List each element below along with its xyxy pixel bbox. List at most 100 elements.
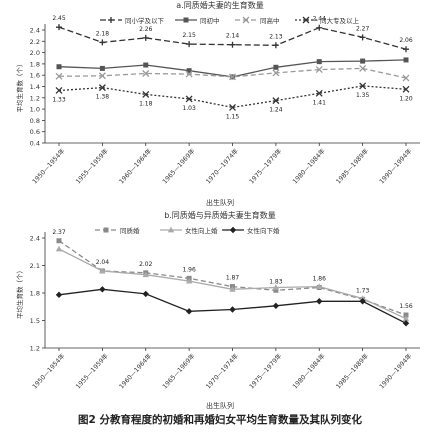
x-tick-label: 1970—1974年 (203, 351, 240, 390)
data-label: 2.13 (269, 33, 283, 40)
legend-item: 同质婚 (95, 226, 140, 235)
legend-label: 同大专及以上 (320, 16, 360, 25)
data-point (402, 315, 410, 322)
legend-marker (302, 16, 310, 24)
data-label: 2.44 (313, 16, 327, 23)
y-axis-label: 平均生育数（个） (15, 267, 24, 319)
x-axis-label: 出生队列 (206, 198, 234, 207)
legend-item: 同高中 (235, 16, 280, 25)
x-tick-label: 1985—1989年 (334, 351, 371, 390)
data-point (229, 286, 236, 292)
data-point (142, 290, 149, 298)
legend-label: 同质婚 (120, 226, 140, 235)
data-point (316, 24, 323, 31)
legend-item: 同初中 (175, 16, 220, 25)
data-point (99, 39, 106, 46)
series-line (58, 67, 407, 79)
data-point (272, 42, 279, 49)
data-point (403, 312, 409, 318)
data-point (142, 34, 149, 41)
legend-marker (167, 226, 175, 233)
data-label: 2.15 (182, 32, 196, 39)
legend-marker (103, 227, 109, 233)
data-point (402, 320, 410, 327)
data-point (185, 277, 193, 284)
data-point (272, 302, 280, 310)
legend-label: 同高中 (260, 16, 280, 25)
data-label: 1.35 (356, 92, 370, 99)
series-1: 2.45 2.18 2.26 2.15 2.14 2.13 2.44 2.27 2.06 (52, 15, 413, 53)
legend-label: 女性向上婚 (185, 226, 218, 235)
y-tick-label: 1.5 (30, 317, 40, 325)
x-tick-label: 1980—1984年 (290, 146, 327, 185)
legend-label: 同小学及以下 (125, 16, 165, 25)
legend-item: 同大专及以上 (295, 16, 360, 25)
data-point (186, 68, 192, 74)
series-3 (55, 286, 410, 327)
data-point (229, 306, 236, 313)
data-point (359, 298, 366, 305)
y-tick-label: 0.6 (30, 128, 40, 136)
data-point (229, 41, 236, 48)
y-tick-label: 2.0 (30, 49, 40, 57)
data-label: 1.86 (313, 276, 327, 283)
data-label: 1.24 (269, 107, 283, 114)
data-point (55, 86, 63, 94)
data-label: 2.04 (96, 259, 110, 266)
x-tick-label: 1975—1979年 (247, 351, 284, 390)
data-point (272, 284, 280, 290)
data-point (315, 66, 323, 74)
data-label: 2.45 (52, 15, 66, 22)
chart-title: a.同质婚夫妻的生育数量 (176, 0, 263, 10)
data-point (403, 46, 409, 53)
data-label: 2.02 (139, 261, 153, 268)
data-label: 1.33 (52, 96, 66, 103)
data-point (185, 308, 193, 315)
data-label: 1.56 (399, 303, 413, 310)
legend-item: 女性向上婚 (160, 226, 218, 235)
series-2 (55, 245, 410, 322)
y-tick-label: 1.8 (30, 290, 40, 298)
data-label: 1.73 (356, 287, 370, 294)
y-tick-label: 1.8 (30, 60, 40, 68)
data-label: 1.38 (96, 94, 110, 101)
legend-item: 女性向下婚 (222, 226, 280, 235)
y-tick-label: 1.6 (30, 72, 40, 80)
data-point (359, 82, 367, 90)
y-tick-label: 0.4 (30, 140, 40, 148)
data-point (98, 84, 106, 92)
data-point (402, 85, 410, 93)
data-point (316, 59, 322, 65)
series-1: 2.37 2.04 2.02 1.96 1.87 1.83 1.86 1.73 1.56 (52, 229, 413, 318)
data-point (315, 89, 323, 97)
data-point (143, 62, 149, 68)
x-tick-label: 1990—1994年 (377, 146, 414, 185)
legend-marker (183, 17, 189, 23)
data-point (55, 291, 63, 299)
data-point (98, 72, 106, 80)
data-point (56, 238, 62, 244)
y-tick-label: 2.4 (30, 235, 40, 243)
data-point (56, 24, 62, 31)
data-point (142, 70, 150, 77)
x-tick-label: 1950—1954年 (30, 351, 67, 390)
y-tick-label: 2.4 (30, 27, 40, 35)
data-label: 1.83 (269, 278, 283, 285)
y-tick-label: 1.4 (30, 83, 40, 91)
data-point (316, 298, 323, 305)
x-axis-label: 出生队列 (206, 401, 234, 410)
data-label: 2.26 (139, 26, 153, 33)
legend-marker (108, 17, 114, 23)
series-4: 1.33 1.38 1.18 1.03 1.15 1.24 1.41 1.35 1.20 (52, 82, 413, 120)
data-point (55, 72, 63, 80)
data-label: 2.27 (356, 25, 370, 32)
data-point (272, 69, 280, 77)
data-label: 2.06 (399, 37, 413, 44)
data-point (99, 286, 106, 293)
series-3 (55, 64, 410, 82)
x-tick-label: 1990—1994年 (377, 351, 414, 390)
series-line (58, 59, 407, 78)
y-tick-label: 2.1 (30, 262, 40, 270)
data-label: 1.20 (399, 95, 413, 102)
data-point (359, 64, 367, 72)
